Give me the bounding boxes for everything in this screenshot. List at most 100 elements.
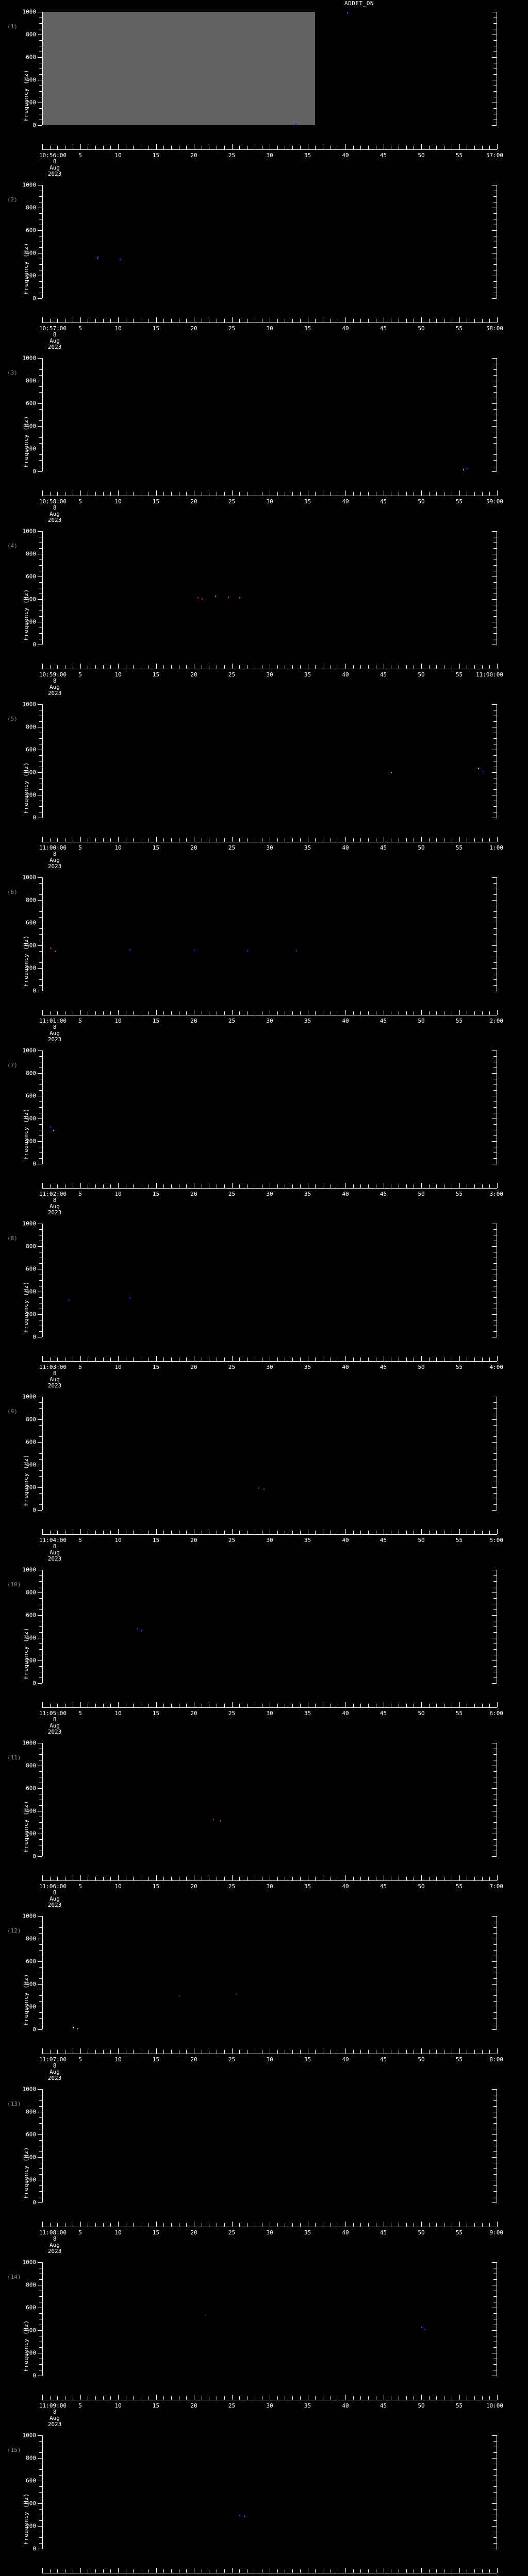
x-tick-label: 55 (455, 1537, 463, 1544)
x-tick-label: 25 (228, 1537, 236, 1544)
y-tick-label: 0 (32, 1853, 36, 1860)
plot-area[interactable] (42, 1224, 497, 1337)
y-tick-major (38, 2503, 42, 2504)
detection-marker (96, 258, 98, 260)
x-tick-label: 5 (78, 2056, 82, 2063)
y-tick-label: 400 (26, 596, 36, 603)
x-tick-minor (436, 1184, 437, 1188)
x-tick-minor (103, 2569, 104, 2573)
x-tick-label: 5 (78, 498, 82, 505)
y-tick-major (38, 772, 42, 773)
x-tick-label: 30 (266, 1537, 273, 1544)
y-tick-minor-right (493, 1459, 497, 1460)
x-tick-label: 35 (304, 1018, 311, 1024)
x-tick-minor (171, 1877, 172, 1880)
y-tick-minor (39, 2452, 42, 2453)
detection-marker (197, 597, 199, 599)
x-tick-minor (292, 665, 293, 669)
x-tick-minor (315, 146, 316, 149)
plot-area[interactable] (42, 1916, 497, 2029)
spectrogram-panel: (13) Frequency (Hz) 0 200 400 600 800 1000 11:08… (0, 2077, 528, 2255)
x-tick-minor (171, 1704, 172, 1707)
x-tick-label: 11:00:00 (476, 671, 503, 678)
panel-index-label: (11) (7, 1754, 21, 1761)
plot-area[interactable] (42, 2089, 497, 2202)
plot-area[interactable] (42, 704, 497, 818)
y-tick-label: 800 (26, 1416, 36, 1423)
x-tick-minor (315, 319, 316, 323)
x-tick-minor (368, 1011, 369, 1015)
x-tick-minor (428, 2223, 430, 2227)
x-tick-minor (353, 2223, 354, 2227)
x-tick-label: 25 (228, 2056, 236, 2063)
y-tick-minor-right (493, 2475, 497, 2476)
y-tick-major (38, 1510, 42, 1511)
plot-area[interactable] (42, 1397, 497, 1510)
y-tick-minor (39, 962, 42, 963)
plot-area[interactable] (42, 2262, 497, 2376)
x-tick-label: 30 (266, 2229, 273, 2236)
x-tick-label: 59:00 (486, 498, 503, 505)
detection-marker (77, 2028, 78, 2029)
x-tick-minor (103, 2396, 104, 2400)
plot-area[interactable] (42, 1050, 497, 1164)
plot-area[interactable] (42, 358, 497, 471)
x-axis-date-stack: 8 Aug 2023 (39, 678, 70, 697)
y-tick-major (38, 230, 42, 231)
x-tick-minor (300, 146, 301, 149)
x-tick-major (118, 1356, 119, 1361)
x-tick-minor (277, 319, 278, 323)
x-tick-minor (300, 2396, 301, 2400)
x-tick-label: 45 (380, 1710, 387, 1717)
x-tick-major (232, 1529, 233, 1534)
x-tick-minor (436, 492, 437, 496)
plot-area[interactable] (42, 531, 497, 645)
x-tick-minor (482, 492, 483, 496)
plot-area[interactable] (42, 1743, 497, 1856)
x-tick-minor (489, 2396, 490, 2400)
x-tick-minor (406, 2569, 407, 2573)
x-tick-minor (103, 838, 104, 842)
x-tick-major (232, 1010, 233, 1015)
x-tick-major (421, 317, 422, 323)
y-tick-label: 0 (32, 122, 36, 129)
plot-area[interactable] (42, 877, 497, 991)
y-tick-major (38, 426, 42, 427)
x-tick-minor (186, 1011, 187, 1015)
plot-area[interactable] (42, 1570, 497, 1683)
x-tick-minor (474, 1877, 475, 1880)
y-tick-label: 1000 (22, 1220, 37, 1227)
y-tick-major-right (492, 1615, 497, 1616)
x-tick-minor (246, 492, 248, 496)
y-tick-minor (39, 1649, 42, 1650)
date-line: Aug (50, 857, 60, 863)
x-tick-label: 35 (304, 671, 311, 678)
plot-area[interactable] (42, 185, 497, 298)
x-tick-minor (428, 2396, 430, 2400)
date-line: 8 (53, 1543, 57, 1550)
x-tick-minor (368, 1531, 369, 1534)
x-tick-major (459, 2568, 460, 2573)
x-tick-minor (57, 2223, 58, 2227)
y-tick-minor-right (493, 928, 497, 929)
detection-marker (239, 597, 241, 599)
x-axis-date-stack: 8 Aug 2023 (39, 1717, 70, 1735)
x-tick-minor (133, 319, 134, 323)
y-tick-major-right (492, 403, 497, 404)
y-tick-minor-right (493, 74, 497, 75)
detection-marker (220, 1820, 222, 1822)
y-tick-label: 600 (26, 54, 36, 61)
date-line: 8 (53, 1716, 57, 1723)
spectrogram-panel: (14) Frequency (Hz) 0 200 400 600 800 1000 11:09… (0, 2250, 528, 2428)
x-tick-label: 7:00 (489, 1883, 504, 1890)
y-tick-label: 1000 (22, 1047, 37, 1054)
x-tick-label: 25 (228, 2402, 236, 2409)
y-tick-minor (39, 2364, 42, 2365)
x-tick-minor (133, 1358, 134, 1361)
plot-area[interactable] (42, 12, 497, 125)
plot-area[interactable] (42, 2435, 497, 2549)
detection-marker (258, 1487, 259, 1489)
x-tick-minor (95, 2396, 96, 2400)
y-tick-minor (39, 1436, 42, 1437)
x-tick-minor (292, 492, 293, 496)
